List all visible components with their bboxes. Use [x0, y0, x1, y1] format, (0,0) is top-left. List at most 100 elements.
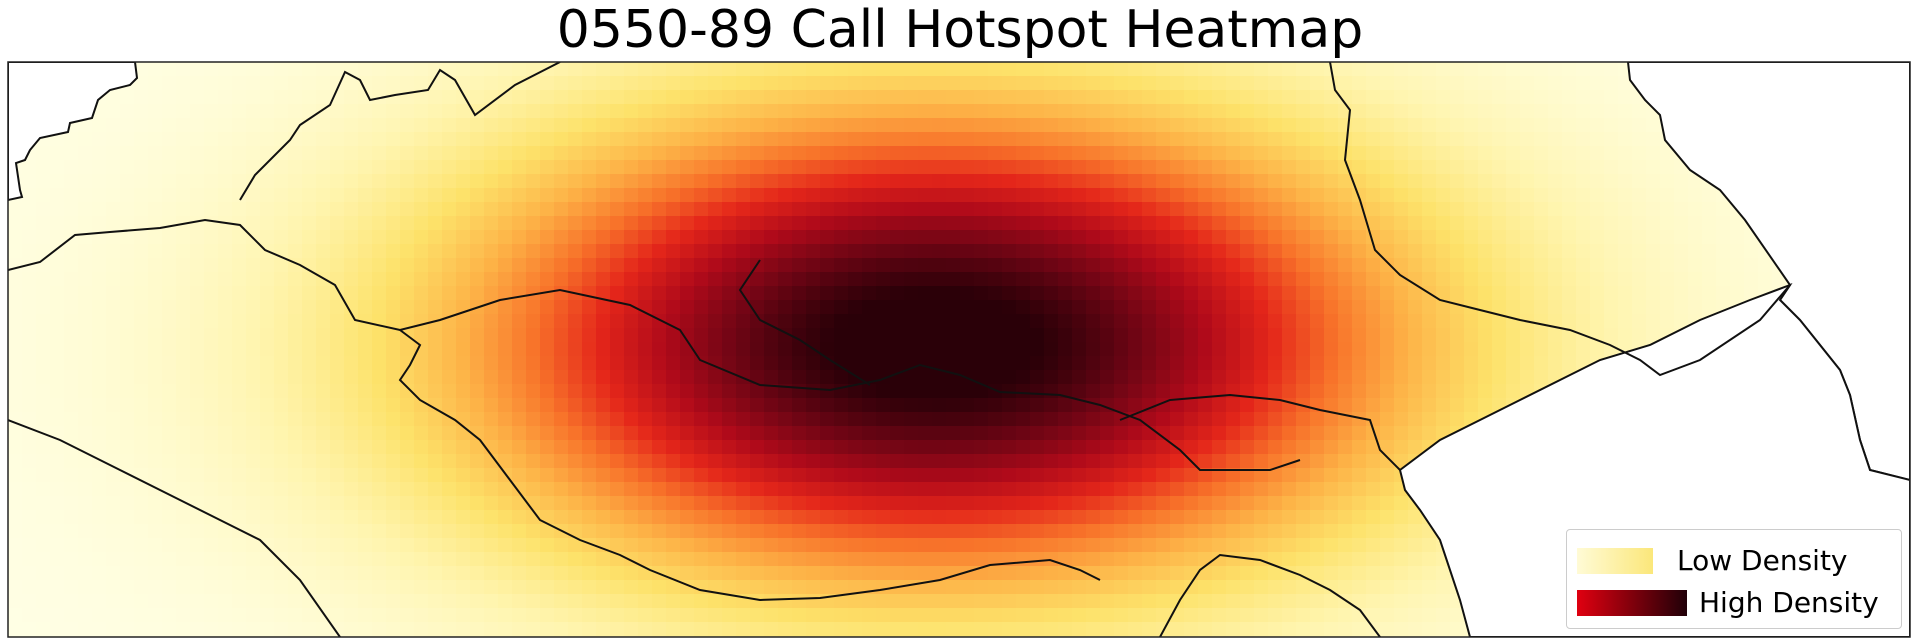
heatmap-cell — [1366, 510, 1381, 525]
heatmap-cell — [764, 538, 779, 553]
heatmap-cell — [414, 244, 429, 259]
heatmap-cell — [960, 216, 975, 231]
heatmap-cell — [666, 258, 681, 273]
heatmap-cell — [526, 300, 541, 315]
heatmap-cell — [1030, 454, 1045, 469]
heatmap-cell — [218, 342, 233, 357]
heatmap-cell — [568, 328, 583, 343]
heatmap-cell — [876, 440, 891, 455]
heatmap-cell — [120, 342, 135, 357]
heatmap-cell — [946, 230, 961, 245]
heatmap-cell — [988, 370, 1003, 385]
heatmap-cell — [274, 454, 289, 469]
heatmap-cell — [1534, 216, 1549, 231]
heatmap-cell — [134, 62, 149, 77]
heatmap-cell — [1576, 300, 1591, 315]
heatmap-cell — [666, 188, 681, 203]
heatmap-cell — [1562, 188, 1577, 203]
heatmap-cell — [1310, 412, 1325, 427]
heatmap-cell — [708, 272, 723, 287]
heatmap-cell — [764, 90, 779, 105]
heatmap-cell — [1422, 552, 1437, 567]
heatmap-cell — [806, 90, 821, 105]
heatmap-cell — [680, 76, 695, 91]
heatmap-cell — [232, 188, 247, 203]
heatmap-cell — [1464, 314, 1479, 329]
heatmap-cell — [540, 202, 555, 217]
heatmap-cell — [386, 104, 401, 119]
heatmap-cell — [1632, 132, 1647, 147]
heatmap-cell — [274, 552, 289, 567]
heatmap-cell — [1506, 384, 1521, 399]
heatmap-cell — [274, 426, 289, 441]
heatmap-cell — [1408, 384, 1423, 399]
heatmap-cell — [610, 566, 625, 581]
heatmap-cell — [288, 398, 303, 413]
heatmap-cell — [1436, 356, 1451, 371]
heatmap-cell — [414, 230, 429, 245]
heatmap-cell — [1562, 272, 1577, 287]
heatmap-cell — [78, 538, 93, 553]
heatmap-cell — [960, 510, 975, 525]
heatmap-cell — [652, 510, 667, 525]
heatmap-cell — [1324, 202, 1339, 217]
heatmap-cell — [1562, 230, 1577, 245]
heatmap-cell — [1212, 118, 1227, 133]
heatmap-cell — [204, 188, 219, 203]
heatmap-cell — [1226, 314, 1241, 329]
heatmap-cell — [652, 216, 667, 231]
heatmap-cell — [918, 118, 933, 133]
heatmap-cell — [834, 160, 849, 175]
heatmap-cell — [1310, 566, 1325, 581]
heatmap-cell — [918, 314, 933, 329]
heatmap-cell — [330, 454, 345, 469]
heatmap-cell — [596, 370, 611, 385]
heatmap-cell — [1310, 104, 1325, 119]
heatmap-cell — [806, 328, 821, 343]
heatmap-cell — [680, 118, 695, 133]
heatmap-cell — [148, 566, 163, 581]
heatmap-cell — [1044, 272, 1059, 287]
heatmap-cell — [1156, 216, 1171, 231]
heatmap-cell — [1436, 300, 1451, 315]
heatmap-cell — [1450, 104, 1465, 119]
heatmap-cell — [666, 440, 681, 455]
heatmap-cell — [792, 146, 807, 161]
heatmap-cell — [1324, 328, 1339, 343]
heatmap-cell — [764, 496, 779, 511]
heatmap-cell — [246, 370, 261, 385]
heatmap-cell — [722, 384, 737, 399]
heatmap-cell — [624, 566, 639, 581]
heatmap-cell — [134, 286, 149, 301]
heatmap-cell — [582, 384, 597, 399]
heatmap-cell — [1030, 384, 1045, 399]
heatmap-cell — [946, 524, 961, 539]
heatmap-cell — [316, 202, 331, 217]
heatmap-cell — [876, 258, 891, 273]
heatmap-cell — [1478, 384, 1493, 399]
heatmap-cell — [204, 454, 219, 469]
heatmap-cell — [274, 90, 289, 105]
heatmap-cell — [862, 510, 877, 525]
heatmap-cell — [988, 482, 1003, 497]
heatmap-cell — [1072, 258, 1087, 273]
heatmap-cell — [1436, 244, 1451, 259]
heatmap-cell — [218, 230, 233, 245]
heatmap-cell — [750, 566, 765, 581]
heatmap-cell — [1086, 328, 1101, 343]
heatmap-cell — [1142, 258, 1157, 273]
heatmap-cell — [1184, 188, 1199, 203]
heatmap-cell — [554, 146, 569, 161]
heatmap-cell — [1170, 160, 1185, 175]
heatmap-cell — [918, 244, 933, 259]
heatmap-cell — [1072, 216, 1087, 231]
heatmap-cell — [1296, 482, 1311, 497]
heatmap-cell — [1506, 286, 1521, 301]
heatmap-cell — [624, 230, 639, 245]
heatmap-cell — [736, 216, 751, 231]
heatmap-cell — [750, 188, 765, 203]
heatmap-cell — [1422, 342, 1437, 357]
heatmap-cell — [526, 468, 541, 483]
heatmap-cell — [1324, 356, 1339, 371]
heatmap-cell — [778, 300, 793, 315]
